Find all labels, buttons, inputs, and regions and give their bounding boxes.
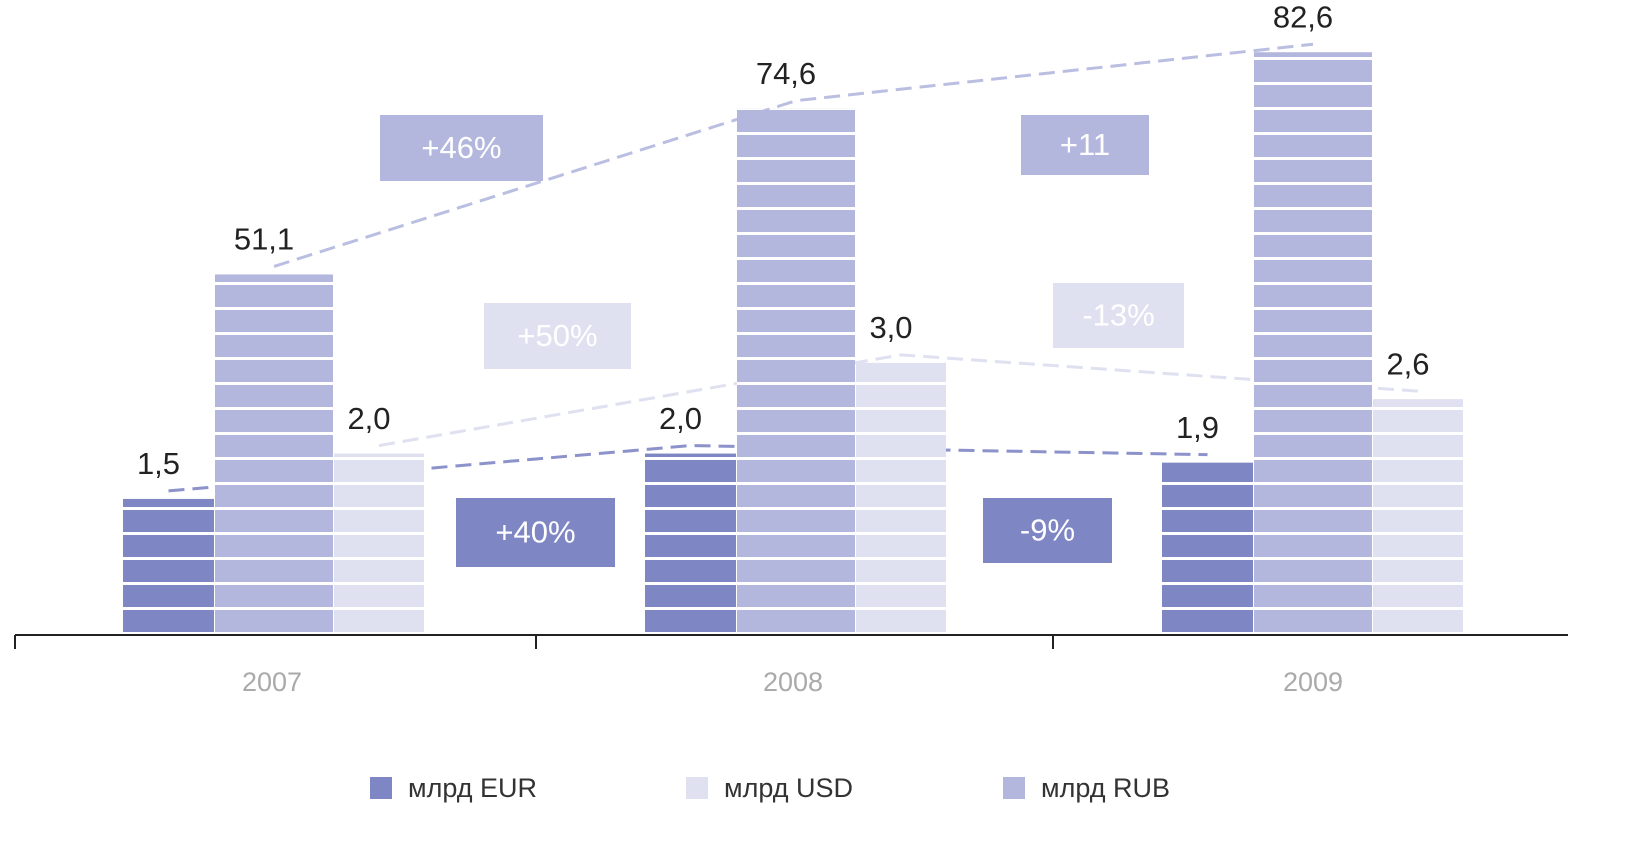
annotation: +50%	[517, 318, 597, 353]
x-tick-label: 2007	[242, 667, 302, 697]
annotation: -13%	[1082, 298, 1154, 333]
annotation: +46%	[421, 130, 501, 165]
value-label: 1,5	[137, 446, 180, 481]
legend-label: млрд EUR	[408, 773, 537, 803]
value-label: 51,1	[234, 222, 294, 257]
trend-line	[273, 42, 1314, 268]
annotation-box	[983, 498, 1112, 563]
annotation: +40%	[495, 515, 575, 550]
value-label: 2,0	[347, 401, 390, 436]
legend-swatch	[686, 777, 708, 799]
annotation: +11	[1060, 127, 1110, 162]
trend-line	[378, 353, 1419, 448]
bar-stripes	[1162, 462, 1253, 635]
x-tick-label: 2009	[1283, 667, 1343, 697]
legend-swatch	[1003, 777, 1025, 799]
legend-label: млрд RUB	[1041, 773, 1170, 803]
annotation-box	[484, 303, 631, 369]
legend-label: млрд USD	[724, 773, 853, 803]
value-label: 2,6	[1386, 346, 1429, 381]
bar-stripes	[1373, 399, 1463, 635]
bar-stripes	[645, 453, 736, 635]
bar-stripes	[215, 274, 333, 635]
value-label: 3,0	[869, 310, 912, 345]
value-label: 2,0	[659, 401, 702, 436]
bar-stripes	[856, 362, 946, 635]
annotation: -9%	[1020, 513, 1075, 548]
annotation-box	[456, 498, 615, 567]
bar-stripes	[1254, 52, 1372, 635]
value-label: 74,6	[756, 56, 816, 91]
bar-stripes	[123, 498, 214, 635]
bar-stripes	[737, 108, 855, 635]
annotation-box	[380, 115, 543, 181]
value-label: 1,9	[1176, 410, 1219, 445]
value-label: 82,6	[1273, 0, 1333, 34]
x-tick-label: 2008	[763, 667, 823, 697]
annotation-box	[1053, 283, 1184, 348]
legend-swatch	[370, 777, 392, 799]
bar-stripes	[334, 453, 424, 635]
annotation-box	[1021, 115, 1149, 175]
